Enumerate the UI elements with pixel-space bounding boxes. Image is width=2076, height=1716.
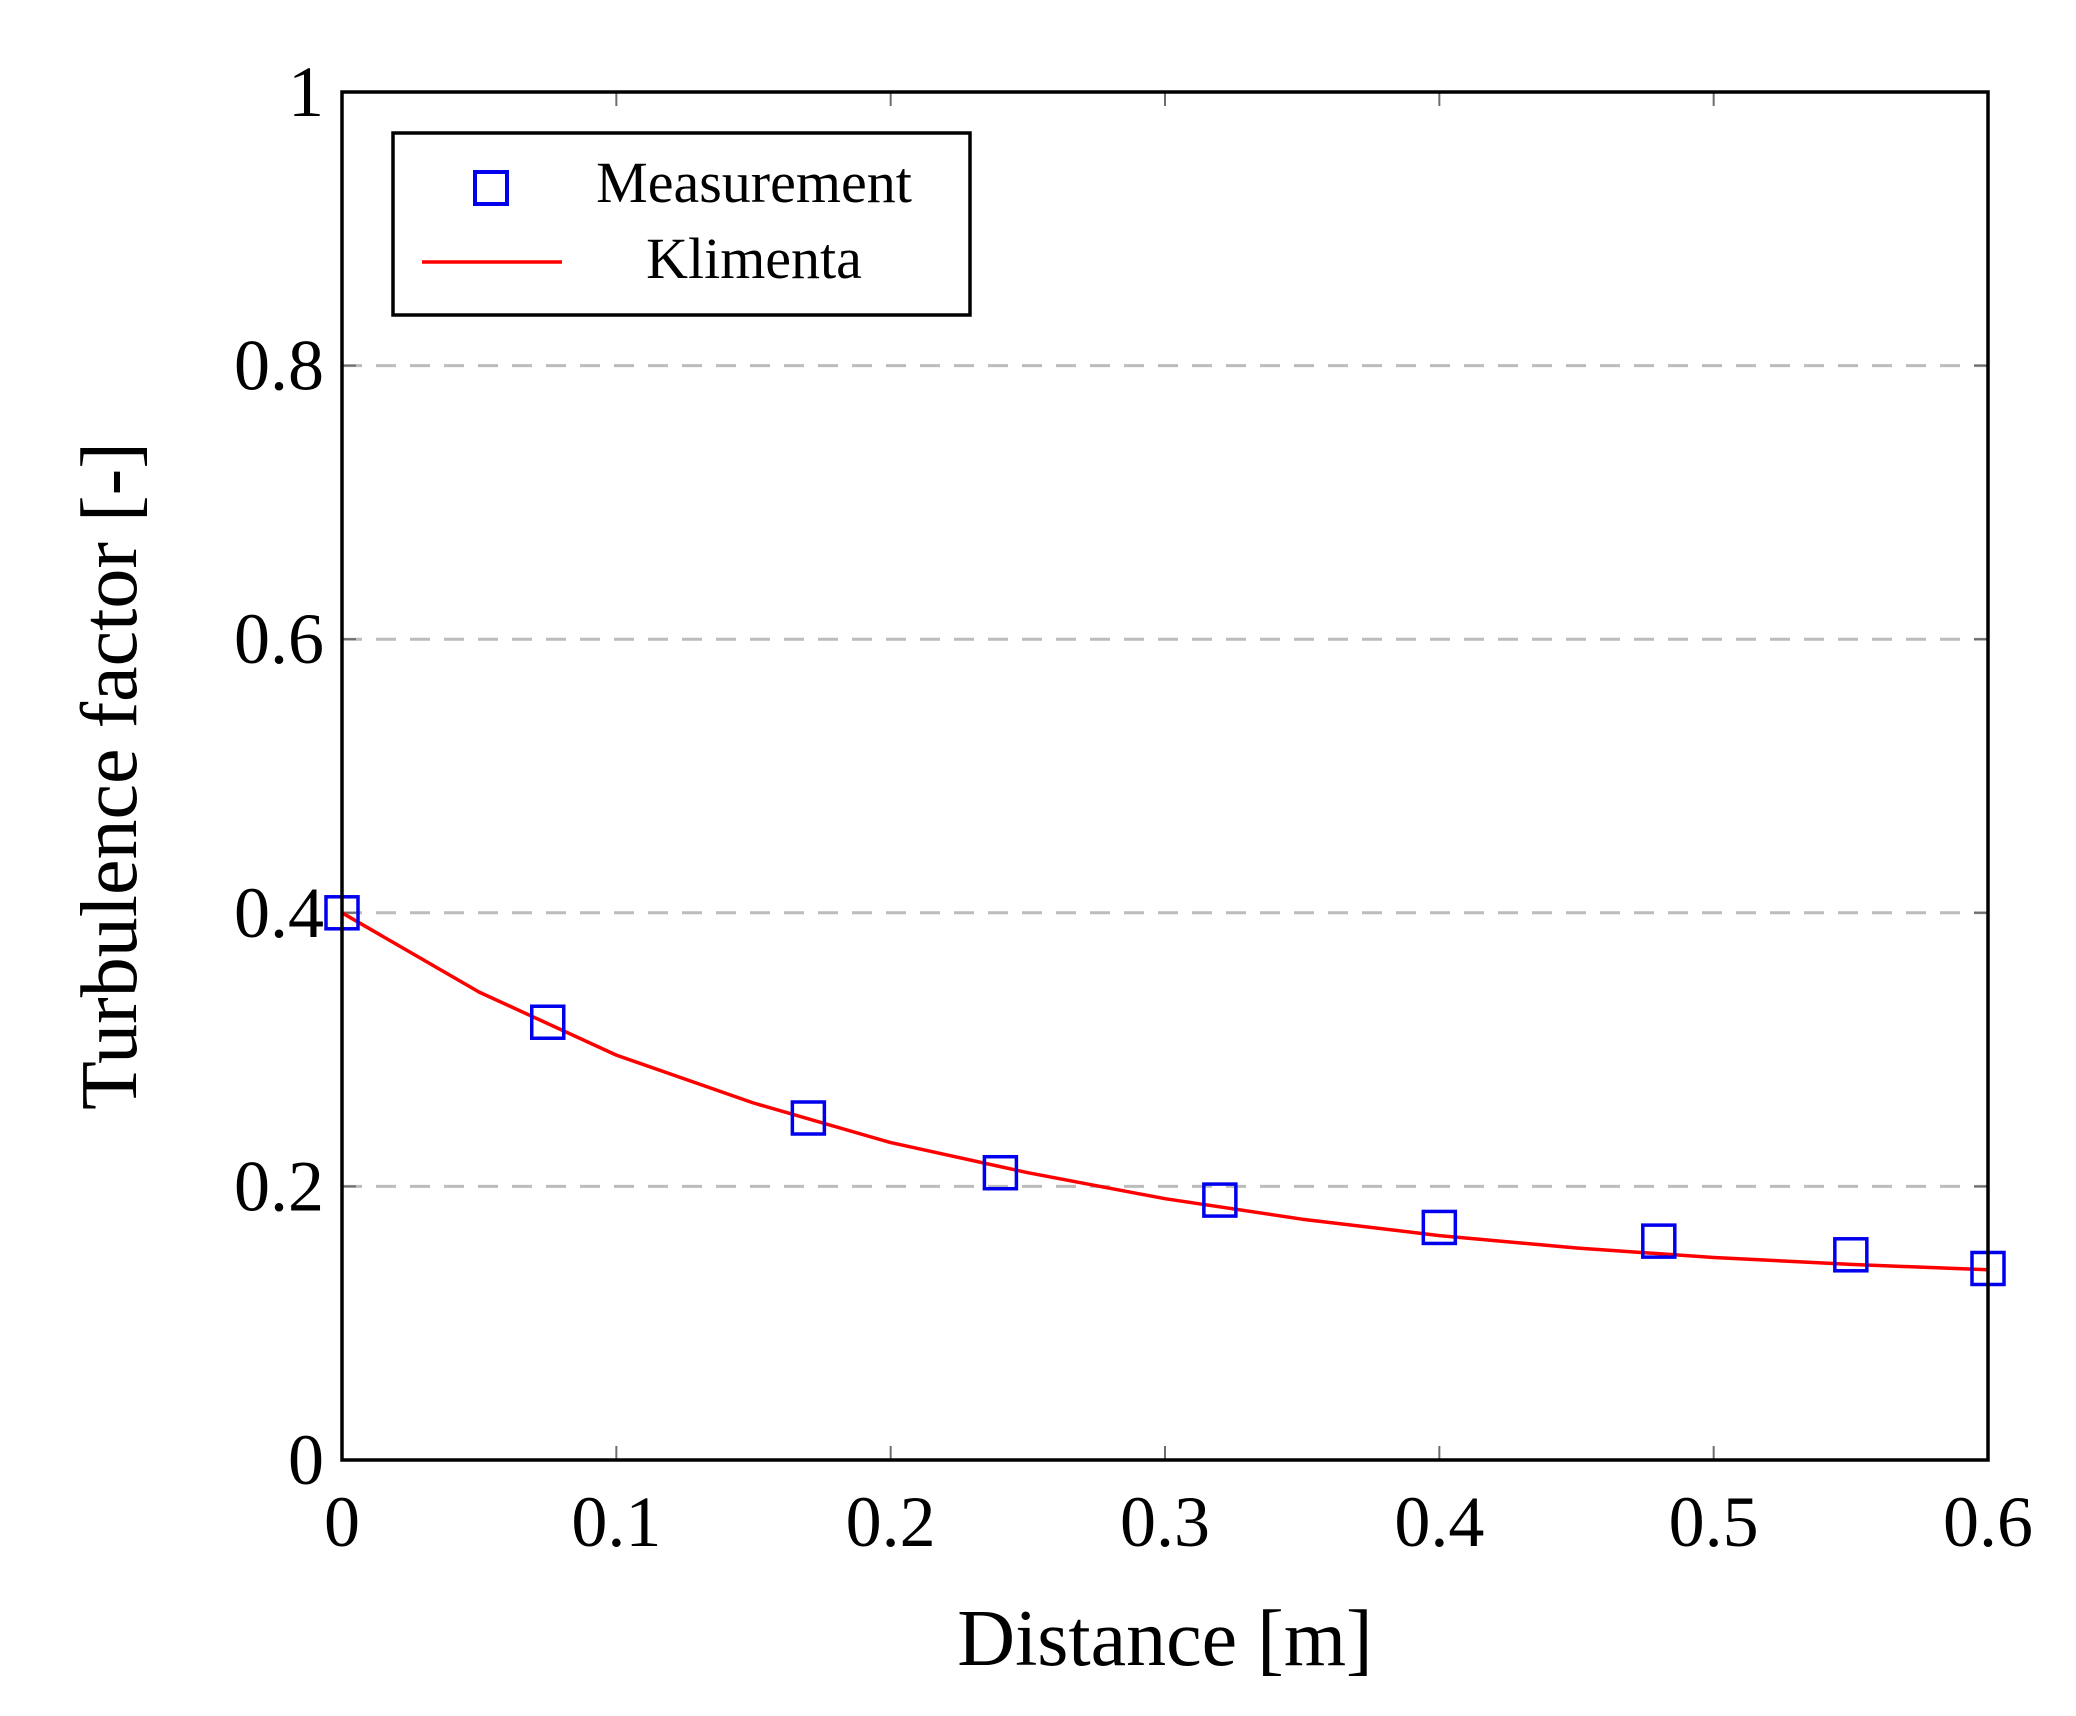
- measurement-point: [530, 1004, 566, 1040]
- y-tick-label: 0: [288, 1420, 324, 1500]
- y-tick-label: 0.6: [234, 599, 324, 679]
- measurement-point: [982, 1154, 1019, 1191]
- legend: Measurement Klimenta: [391, 131, 972, 317]
- x-tick-label: 0.3: [1120, 1482, 1210, 1562]
- x-axis-label: Distance [m]: [957, 1595, 1372, 1683]
- x-tick-label: 0: [324, 1482, 360, 1562]
- x-tick-label: 0.6: [1943, 1482, 2033, 1562]
- y-tick-label: 1: [288, 52, 324, 132]
- y-axis-label: Turbulence factor [-]: [66, 442, 154, 1110]
- y-tick-labels: 0 0.2 0.4 0.6 0.8 1: [234, 52, 324, 1500]
- legend-measurement-marker: [473, 170, 509, 206]
- measurement-point: [1641, 1223, 1677, 1259]
- legend-box: [391, 131, 972, 317]
- measurement-point: [790, 1100, 827, 1136]
- x-tick-labels: 0 0.1 0.2 0.3 0.4 0.5 0.6: [324, 1482, 2033, 1562]
- x-tick-label: 0.5: [1669, 1482, 1759, 1562]
- measurement-point: [1202, 1182, 1238, 1218]
- y-tick-label: 0.8: [234, 326, 324, 406]
- y-tick-label: 0.2: [234, 1146, 324, 1226]
- measurement-point: [1833, 1237, 1869, 1273]
- grid-lines: [342, 364, 1988, 1188]
- x-tick-label: 0.4: [1394, 1482, 1484, 1562]
- legend-measurement-label: Measurement: [596, 150, 912, 215]
- plot-frame: [340, 90, 1990, 1462]
- klimenta-line: [341, 911, 1989, 1272]
- measurement-point: [1421, 1209, 1458, 1246]
- x-tick-label: 0.2: [846, 1482, 936, 1562]
- plot-series: [324, 895, 2006, 1287]
- x-tick-label: 0.1: [571, 1482, 661, 1562]
- legend-klimenta-label: Klimenta: [646, 226, 862, 291]
- y-tick-label: 0.4: [234, 873, 324, 953]
